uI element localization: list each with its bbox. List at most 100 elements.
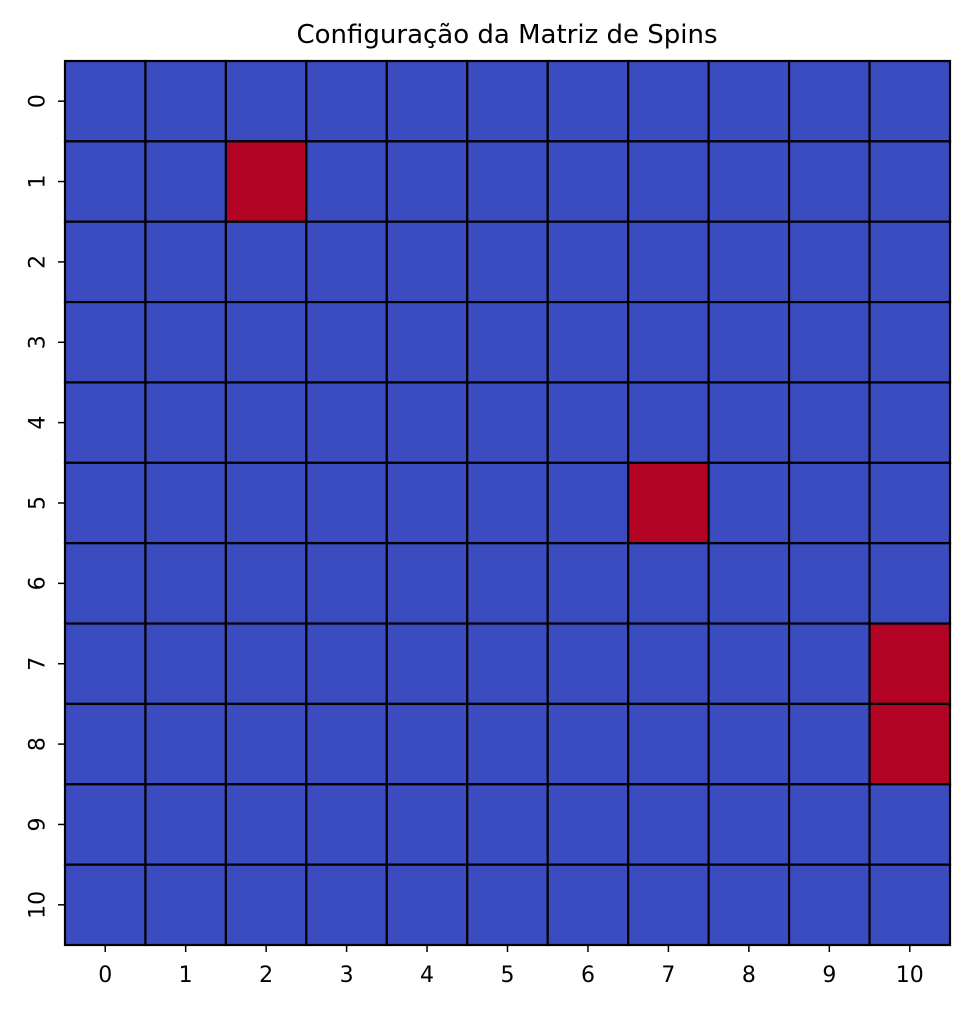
heatmap-cell-r4-c1 — [144, 381, 228, 464]
heatmap-cell-r9-c7 — [627, 783, 710, 866]
heatmap-cell-r3-c9 — [787, 300, 871, 384]
x-tick-label-6: 6 — [581, 963, 595, 988]
y-tick-label-6: 6 — [26, 576, 51, 590]
heatmap-cell-r9-c0 — [63, 783, 147, 866]
heatmap-cell-r2-c5 — [466, 220, 549, 304]
heatmap-cell-r4-c0 — [63, 381, 147, 464]
heatmap-cell-r8-c6 — [546, 702, 630, 786]
x-tick-label-1: 1 — [179, 963, 193, 988]
heatmap-cell-r2-c9 — [787, 220, 871, 304]
heatmap-cell-r5-c3 — [305, 461, 388, 545]
heatmap-cell-r5-c2 — [224, 461, 308, 545]
x-axis-ticks: 0 1 2 3 4 5 6 7 8 9 10 — [98, 945, 924, 988]
x-tick-label-3: 3 — [340, 963, 354, 988]
heatmap-cell-r4-c2 — [224, 381, 308, 464]
heatmap-cell-r3-c3 — [305, 300, 388, 384]
heatmap-cell-r10-c2 — [224, 863, 308, 947]
heatmap-cell-r6-c1 — [144, 542, 228, 625]
heatmap-cell-r0-c10 — [868, 59, 952, 143]
heatmap-cell-r10-c4 — [385, 863, 469, 947]
heatmap-cell-r8-c4 — [385, 702, 469, 786]
heatmap-cell-r1-c2 — [224, 140, 308, 223]
heatmap-cell-r10-c0 — [63, 863, 147, 947]
heatmap-cell-r7-c3 — [305, 622, 388, 706]
heatmap-cell-r1-c10 — [868, 140, 952, 223]
heatmap-cell-r4-c10 — [868, 381, 952, 464]
heatmap-cell-r8-c0 — [63, 702, 147, 786]
heatmap-cell-r7-c0 — [63, 622, 147, 706]
heatmap-cell-r3-c2 — [224, 300, 308, 384]
heatmap-cell-r7-c2 — [224, 622, 308, 706]
heatmap-cell-r9-c3 — [305, 783, 388, 866]
heatmap-cell-r1-c0 — [63, 140, 147, 223]
heatmap-cell-r6-c8 — [707, 542, 791, 625]
heatmap-cell-r5-c7 — [627, 461, 710, 545]
heatmap-cell-r6-c5 — [466, 542, 549, 625]
heatmap-cell-r5-c6 — [546, 461, 630, 545]
heatmap-cell-r2-c4 — [385, 220, 469, 304]
heatmap-cell-r4-c9 — [787, 381, 871, 464]
heatmap-cell-r7-c4 — [385, 622, 469, 706]
heatmap-cell-r9-c1 — [144, 783, 228, 866]
heatmap-cell-r7-c6 — [546, 622, 630, 706]
heatmap-cell-r6-c6 — [546, 542, 630, 625]
heatmap-cell-r2-c0 — [63, 220, 147, 304]
heatmap-cell-r8-c3 — [305, 702, 388, 786]
heatmap-cell-r1-c5 — [466, 140, 549, 223]
heatmap-cell-r5-c0 — [63, 461, 147, 545]
heatmap-cell-r6-c3 — [305, 542, 388, 625]
heatmap-cell-r2-c2 — [224, 220, 308, 304]
heatmap-cell-r5-c4 — [385, 461, 469, 545]
heatmap-cell-r5-c10 — [868, 461, 952, 545]
heatmap-cell-r9-c6 — [546, 783, 630, 866]
heatmap-cell-r9-c4 — [385, 783, 469, 866]
heatmap-cell-r8-c5 — [466, 702, 549, 786]
heatmap-cell-r8-c8 — [707, 702, 791, 786]
x-tick-label-4: 4 — [420, 963, 434, 988]
heatmap-cell-r0-c6 — [546, 59, 630, 143]
heatmap-cell-r2-c7 — [627, 220, 710, 304]
heatmap-cell-r8-c10 — [868, 702, 952, 786]
y-axis-ticks: 0 1 2 3 4 5 6 7 8 9 10 — [26, 94, 65, 919]
heatmap-cells — [63, 59, 952, 947]
heatmap-cell-r5-c5 — [466, 461, 549, 545]
heatmap-cell-r1-c8 — [707, 140, 791, 223]
heatmap-cell-r9-c5 — [466, 783, 549, 866]
heatmap-cell-r5-c9 — [787, 461, 871, 545]
heatmap-cell-r3-c1 — [144, 300, 228, 384]
heatmap-cell-r3-c4 — [385, 300, 469, 384]
heatmap-cell-r0-c2 — [224, 59, 308, 143]
heatmap-cell-r1-c9 — [787, 140, 871, 223]
heatmap-cell-r0-c3 — [305, 59, 388, 143]
heatmap-cell-r8-c9 — [787, 702, 871, 786]
heatmap-cell-r6-c9 — [787, 542, 871, 625]
y-tick-label-10: 10 — [26, 891, 51, 919]
heatmap-cell-r3-c7 — [627, 300, 710, 384]
heatmap-cell-r10-c8 — [707, 863, 791, 947]
heatmap-cell-r9-c8 — [707, 783, 791, 866]
heatmap-cell-r7-c8 — [707, 622, 791, 706]
heatmap-cell-r6-c4 — [385, 542, 469, 625]
heatmap-cell-r0-c9 — [787, 59, 871, 143]
heatmap-cell-r7-c10 — [868, 622, 952, 706]
chart-title: Configuração da Matriz de Spins — [296, 20, 717, 50]
heatmap-cell-r10-c10 — [868, 863, 952, 947]
heatmap-cell-r3-c8 — [707, 300, 791, 384]
heatmap-cell-r1-c1 — [144, 140, 228, 223]
heatmap-cell-r0-c5 — [466, 59, 549, 143]
y-tick-label-0: 0 — [26, 94, 51, 108]
heatmap-cell-r7-c5 — [466, 622, 549, 706]
y-tick-label-5: 5 — [26, 496, 51, 510]
heatmap-cell-r6-c2 — [224, 542, 308, 625]
heatmap-cell-r1-c4 — [385, 140, 469, 223]
x-tick-label-10: 10 — [896, 963, 924, 988]
x-tick-label-7: 7 — [661, 963, 675, 988]
heatmap-cell-r8-c1 — [144, 702, 228, 786]
heatmap-cell-r2-c10 — [868, 220, 952, 304]
heatmap-cell-r4-c6 — [546, 381, 630, 464]
y-tick-label-4: 4 — [26, 416, 51, 430]
heatmap-cell-r0-c1 — [144, 59, 228, 143]
heatmap-cell-r0-c4 — [385, 59, 469, 143]
heatmap-cell-r6-c10 — [868, 542, 952, 625]
